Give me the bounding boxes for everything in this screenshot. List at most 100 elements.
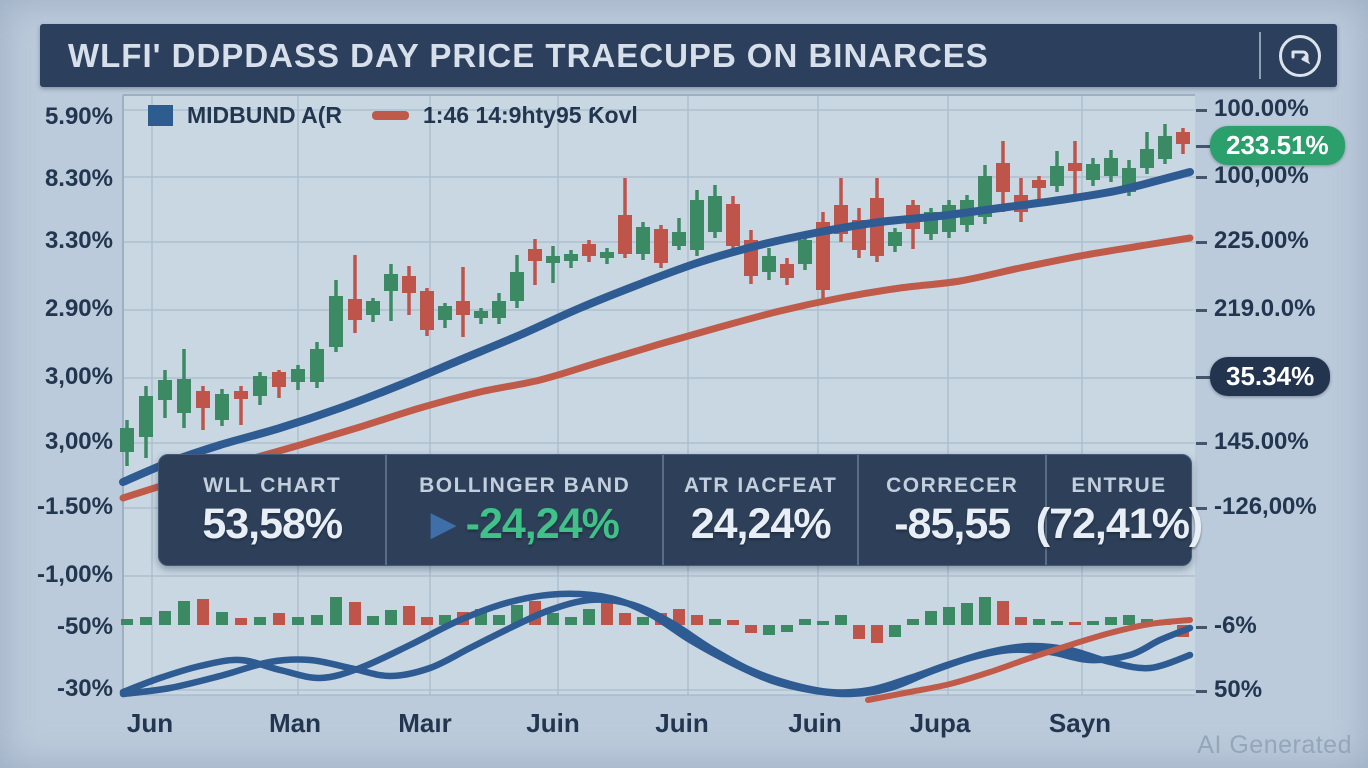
y-axis-left-tick-label: 3,00% <box>44 428 113 455</box>
x-axis-tick-label: Juin <box>526 708 580 738</box>
sub-histogram-bar <box>565 617 577 625</box>
sub-histogram-bar <box>159 611 171 625</box>
return-arrow-icon[interactable] <box>1279 35 1321 77</box>
candlestick <box>798 240 812 264</box>
y-axis-right-tick <box>1196 507 1207 510</box>
stat-label: ENTRUE <box>1071 473 1167 497</box>
candlestick <box>177 379 191 413</box>
sub-histogram-bar <box>1069 622 1081 625</box>
sub-histogram-bar <box>871 625 883 643</box>
stat-bollinger-band: BOLLINGER BAND ▶ -24,24% <box>385 455 661 565</box>
candlestick <box>1032 180 1046 188</box>
sub-histogram-bar <box>763 625 775 635</box>
stat-value: -85,55 <box>894 499 1011 548</box>
candlestick <box>672 232 686 246</box>
y-axis-right-tick-label: 100.00% <box>1214 95 1309 122</box>
stat-atr-iacfeat: ATR IACFEAT 24,24% <box>661 455 858 565</box>
y-axis-right-tick-label: 145.00% <box>1214 428 1309 455</box>
sub-histogram-bar <box>493 615 505 625</box>
x-axis-tick-label: Sayn <box>1048 708 1112 738</box>
candlestick <box>600 252 614 258</box>
y-axis-right-tick-label: 225.00% <box>1214 227 1309 254</box>
legend-swatch-blue-square <box>148 105 173 126</box>
sub-histogram-bar <box>273 613 285 625</box>
y-axis-left-tick-label: -50% <box>56 613 113 640</box>
candlestick <box>456 301 470 315</box>
y-axis-callout-green: 233.51% <box>1210 126 1345 165</box>
sub-histogram-bar <box>311 615 323 625</box>
sub-histogram-bar <box>292 617 304 625</box>
sub-histogram-bar <box>619 613 631 625</box>
y-axis-right-tick-label: 50% <box>1214 676 1263 703</box>
candlestick <box>438 306 452 320</box>
sub-histogram-bar <box>349 602 361 625</box>
y-axis-left-tick-label: 3.30% <box>44 227 113 254</box>
y-axis-left-tick-label: 2.90% <box>44 295 113 322</box>
y-axis-right-tick <box>1196 376 1210 379</box>
watermark: AI Generated <box>1197 731 1352 759</box>
sub-histogram-bar <box>1087 621 1099 625</box>
x-axis-tick-label: Man <box>269 708 321 738</box>
oscillator-line-blue-b <box>119 596 1194 698</box>
sub-histogram-bar <box>601 603 613 625</box>
y-axis-right-tick <box>1196 690 1207 693</box>
x-axis-tick-label: Jun <box>126 708 174 738</box>
candlestick <box>762 256 776 272</box>
y-axis-right-tick <box>1196 176 1207 179</box>
sub-histogram-bar <box>197 599 209 625</box>
sub-histogram-bar <box>1105 617 1117 625</box>
candlestick <box>564 254 578 261</box>
candlestick <box>1104 158 1118 176</box>
candlestick <box>384 274 398 291</box>
y-axis-right-tick-label: 219.0.0% <box>1214 295 1316 322</box>
candlestick <box>215 394 229 420</box>
sub-histogram-bar <box>140 617 152 625</box>
candlestick <box>272 372 286 387</box>
legend-swatch-red-line <box>372 111 410 120</box>
candlestick <box>1050 166 1064 186</box>
candlestick <box>1176 132 1190 144</box>
sub-histogram-bar <box>781 625 793 632</box>
y-axis-right-tick <box>1196 109 1207 112</box>
stat-label: ATR IACFEAT <box>683 473 838 497</box>
candlestick <box>196 391 210 408</box>
candlestick <box>726 204 740 246</box>
candlestick <box>546 256 560 263</box>
y-axis-left-tick-label: 5.90% <box>44 103 113 130</box>
candlestick <box>291 369 305 382</box>
candlestick <box>654 229 668 263</box>
candlestick <box>253 376 267 396</box>
candlestick <box>636 227 650 254</box>
candlestick <box>690 200 704 250</box>
sub-histogram-bar <box>817 621 829 625</box>
y-axis-right-tick <box>1196 241 1207 244</box>
candlestick <box>348 299 362 320</box>
sub-histogram-bar <box>853 625 865 639</box>
sub-histogram-bar <box>889 625 901 637</box>
ma-line-red <box>119 234 1194 502</box>
y-axis-left-tick-label: -1,00% <box>36 561 113 588</box>
stat-value: (72,41%) <box>1035 499 1203 548</box>
candlestick <box>1068 163 1082 171</box>
candlestick <box>492 301 506 318</box>
stat-label: BOLLINGER BAND <box>419 473 631 497</box>
title-bar: WLFI' DDPDASS DAY PRICE TRAECUPБ ON BINA… <box>40 24 1337 87</box>
candlestick <box>120 428 134 452</box>
stat-label: CORRECER <box>886 473 1019 497</box>
stat-value: 53,58% <box>202 499 343 548</box>
title-bar-divider <box>1259 32 1261 79</box>
candlestick <box>510 272 524 301</box>
candlestick <box>708 196 722 232</box>
legend-label-1: MIDBUND A(R <box>187 102 343 128</box>
y-axis-right-tick <box>1196 309 1207 312</box>
candlestick <box>888 232 902 246</box>
candlestick <box>402 276 416 293</box>
candlestick <box>870 198 884 256</box>
y-axis-right-tick <box>1196 145 1210 148</box>
candlestick <box>816 222 830 290</box>
sub-histogram-bar <box>385 610 397 625</box>
sub-histogram-bar <box>943 607 955 625</box>
sub-histogram-bar <box>178 601 190 625</box>
